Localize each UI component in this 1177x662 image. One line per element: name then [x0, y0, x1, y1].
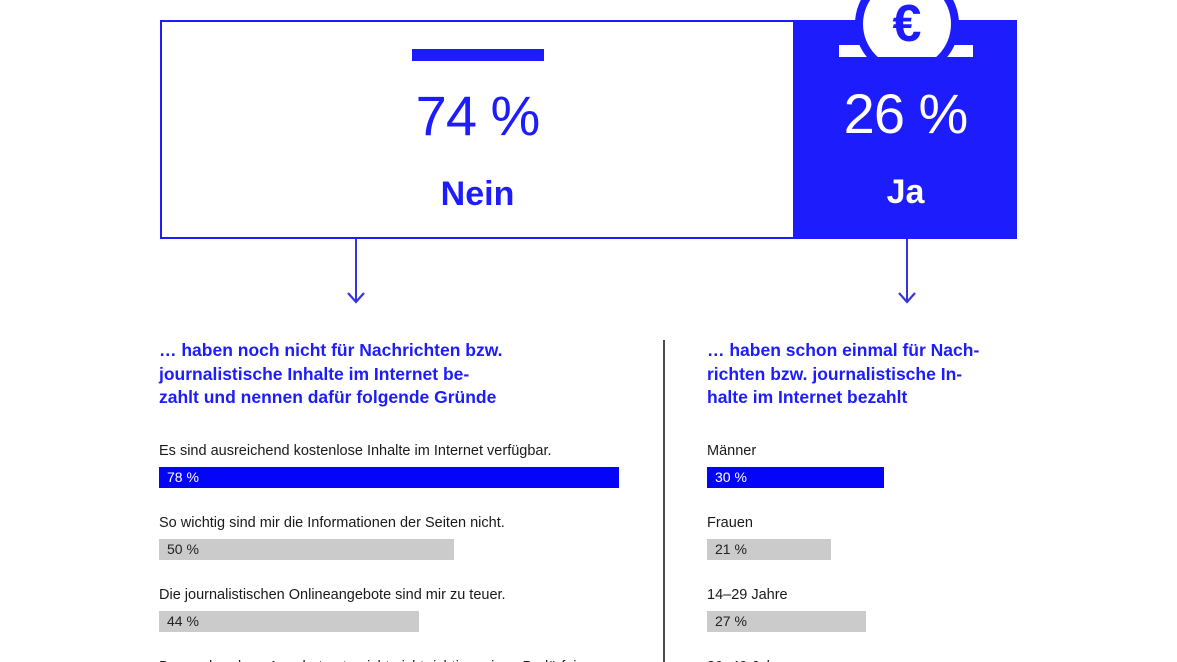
column-title-line: … haben noch nicht für Nachrichten bzw.	[159, 340, 503, 360]
bar-value: 50 %	[167, 541, 199, 557]
euro-symbol: €	[892, 0, 922, 53]
bar-category-label: Männer	[707, 442, 757, 459]
column-title-line: journalistische Inhalte im Internet be-	[159, 363, 470, 384]
bar-category-label: Es sind ausreichend kostenlose Inhalte i…	[159, 442, 552, 459]
no-label: Nein	[440, 175, 515, 213]
bar-item: Es sind ausreichend kostenlose Inhalte i…	[159, 443, 664, 488]
bar: 50 %	[159, 538, 454, 560]
bar-item: Männer 30 %	[707, 443, 1037, 488]
column-title-line: halte im Internet bezahlt	[707, 387, 908, 407]
arrow-down-left-icon	[347, 239, 365, 304]
no-reasons-column: … haben noch nicht für Nachrichten bzw. j…	[159, 339, 664, 662]
coin-circle: €	[855, 0, 959, 57]
bar-list: Männer 30 % Frauen 21 % 14–29 Jahre 27 % 30–49…	[707, 443, 1037, 662]
bar-category-label: So wichtig sind mir die Informationen de…	[159, 514, 505, 531]
bar-list: Es sind ausreichend kostenlose Inhalte i…	[159, 443, 664, 662]
bar-item: Die journalistischen Onlineangebote sind…	[159, 587, 664, 632]
bar-category-label: Das vorhandene Angebot entspricht nicht …	[159, 659, 664, 662]
bar-value: 27 %	[715, 613, 747, 629]
bar-value: 78 %	[167, 469, 199, 485]
column-title: … haben noch nicht für Nachrichten bzw. j…	[159, 339, 664, 410]
bar-item: 30–49 Jahre	[707, 659, 1037, 662]
bar-highlight: 78 %	[159, 466, 620, 488]
bar-category-label: Die journalistischen Onlineangebote sind…	[159, 586, 506, 603]
bar-category-label: 14–29 Jahre	[707, 586, 788, 603]
bar-category-label: 30–49 Jahre	[707, 659, 1037, 662]
column-title-line: zahlt und nennen dafür folgende Gründe	[159, 387, 497, 407]
slot-dash-icon	[411, 49, 544, 61]
bar-value: 44 %	[167, 613, 199, 629]
yes-demographics-column: … haben schon einmal für Nach-richten bz…	[707, 339, 1037, 662]
yes-percent: 26 %	[843, 82, 969, 145]
column-title: … haben schon einmal für Nach-richten bz…	[707, 339, 1037, 410]
bar: 21 %	[707, 538, 831, 560]
bar-item: 14–29 Jahre 27 %	[707, 587, 1037, 632]
no-summary-box: 74 % Nein	[160, 20, 795, 239]
column-title-line: richten bzw. journalistische In-	[707, 363, 963, 384]
bar-value: 21 %	[715, 541, 747, 557]
euro-coin-icon: €	[855, 0, 959, 57]
no-percent: 74 %	[415, 84, 541, 147]
bar-category-label: Frauen	[707, 514, 753, 531]
arrow-down-right-icon	[898, 239, 916, 304]
bar: 44 %	[159, 610, 419, 632]
bar-item: Das vorhandene Angebot entspricht nicht …	[159, 659, 664, 662]
bar-item: Frauen 21 %	[707, 515, 1037, 560]
bar-highlight: 30 %	[707, 466, 884, 488]
bar-item: So wichtig sind mir die Informationen de…	[159, 515, 664, 560]
bar: 27 %	[707, 610, 867, 632]
column-title-line: … haben schon einmal für Nach-	[707, 340, 980, 360]
bar-value: 30 %	[715, 469, 747, 485]
yes-label: Ja	[886, 173, 925, 211]
column-divider	[663, 340, 665, 662]
